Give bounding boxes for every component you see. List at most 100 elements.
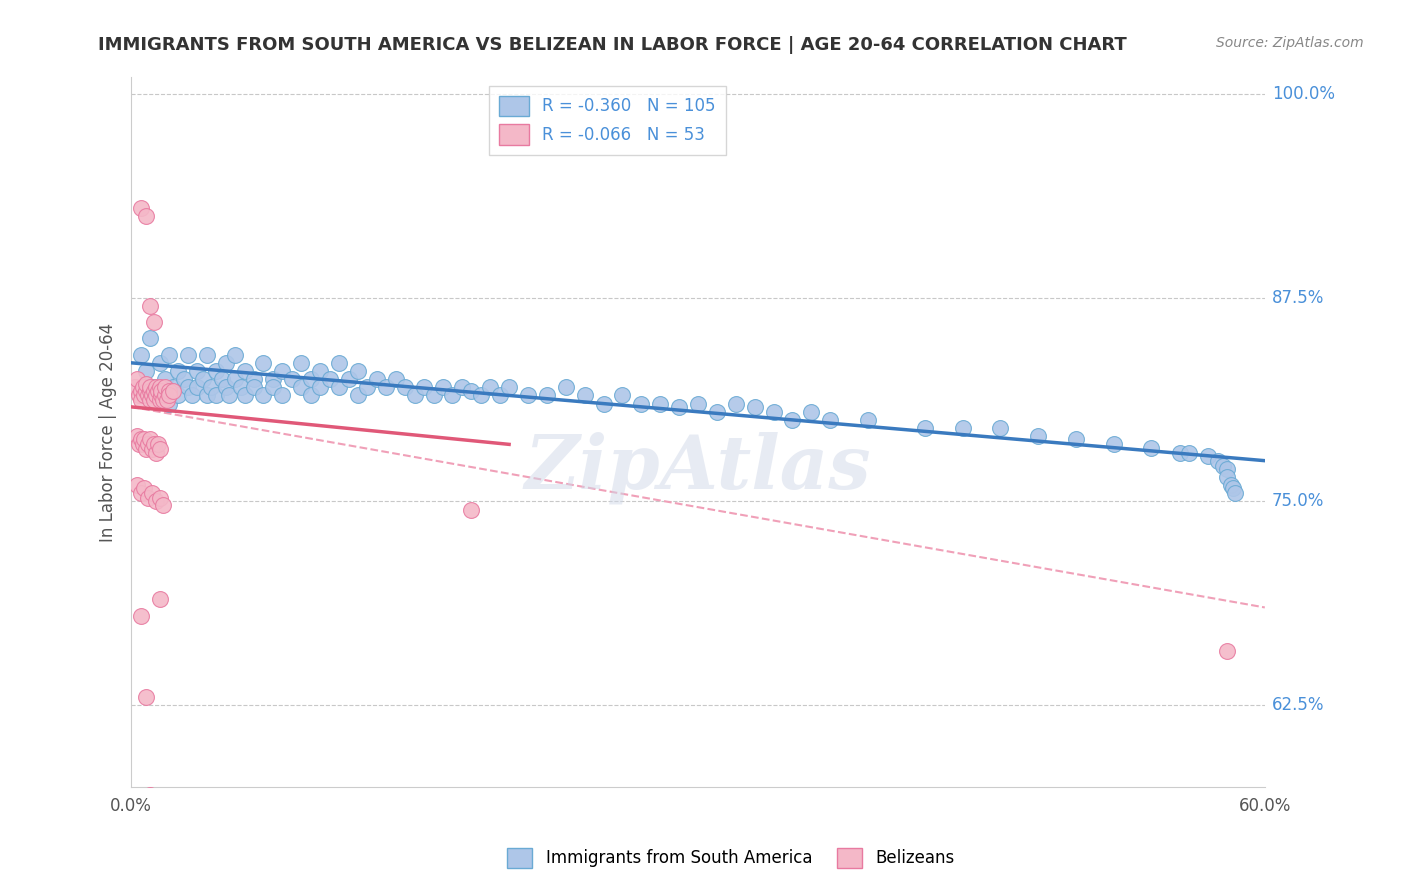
Point bbox=[146, 437, 169, 451]
Point bbox=[252, 388, 274, 402]
Point bbox=[281, 372, 304, 386]
Point bbox=[128, 437, 150, 451]
Point bbox=[299, 372, 322, 386]
Point bbox=[141, 388, 163, 402]
Point bbox=[177, 348, 200, 362]
Point bbox=[142, 315, 165, 329]
Point bbox=[243, 380, 266, 394]
Point bbox=[488, 388, 510, 402]
Point bbox=[124, 380, 146, 394]
Point bbox=[139, 433, 162, 447]
Point bbox=[152, 393, 174, 408]
Point bbox=[536, 388, 558, 402]
Point bbox=[460, 384, 482, 398]
Point bbox=[574, 388, 596, 402]
Point bbox=[252, 356, 274, 370]
Point bbox=[218, 388, 240, 402]
Point bbox=[271, 388, 294, 402]
Point bbox=[630, 396, 652, 410]
Legend: R = -0.360   N = 105, R = -0.066   N = 53: R = -0.360 N = 105, R = -0.066 N = 53 bbox=[489, 86, 725, 155]
Point bbox=[375, 380, 398, 394]
Point bbox=[150, 384, 173, 398]
Point bbox=[404, 388, 426, 402]
Point bbox=[460, 502, 482, 516]
Point bbox=[1206, 453, 1229, 467]
Point bbox=[157, 384, 180, 398]
Point bbox=[129, 348, 152, 362]
Point bbox=[135, 209, 157, 223]
Point bbox=[1026, 429, 1049, 443]
Point bbox=[337, 372, 360, 386]
Point bbox=[142, 384, 165, 398]
Point bbox=[139, 299, 162, 313]
Point bbox=[134, 388, 156, 402]
Text: 75.0%: 75.0% bbox=[1272, 492, 1324, 510]
Point bbox=[131, 437, 153, 451]
Point bbox=[149, 592, 172, 607]
Point bbox=[451, 380, 474, 394]
Point bbox=[134, 433, 156, 447]
Y-axis label: In Labor Force | Age 20-64: In Labor Force | Age 20-64 bbox=[100, 323, 117, 541]
Point bbox=[162, 380, 184, 394]
Point bbox=[211, 372, 233, 386]
Point bbox=[162, 384, 184, 398]
Point bbox=[146, 384, 169, 398]
Point bbox=[157, 348, 180, 362]
Point bbox=[1197, 449, 1219, 463]
Point bbox=[173, 372, 195, 386]
Point bbox=[129, 433, 152, 447]
Point bbox=[309, 380, 332, 394]
Point bbox=[155, 372, 177, 386]
Point bbox=[517, 388, 540, 402]
Point bbox=[167, 388, 190, 402]
Point bbox=[129, 486, 152, 500]
Point bbox=[180, 388, 202, 402]
Point bbox=[262, 380, 284, 394]
Point bbox=[229, 380, 252, 394]
Point bbox=[205, 388, 228, 402]
Point bbox=[413, 380, 436, 394]
Point bbox=[650, 396, 672, 410]
Text: ZipAtlas: ZipAtlas bbox=[524, 432, 872, 504]
Point bbox=[131, 380, 153, 394]
Point bbox=[205, 364, 228, 378]
Point bbox=[157, 388, 180, 402]
Point bbox=[1216, 470, 1239, 484]
Point bbox=[125, 372, 148, 386]
Point bbox=[668, 400, 690, 414]
Point bbox=[498, 380, 520, 394]
Point bbox=[149, 442, 172, 457]
Point bbox=[243, 372, 266, 386]
Point bbox=[224, 372, 246, 386]
Point bbox=[479, 380, 502, 394]
Point bbox=[142, 380, 165, 394]
Point bbox=[271, 364, 294, 378]
Point bbox=[135, 384, 157, 398]
Point bbox=[149, 356, 172, 370]
Point bbox=[1223, 486, 1246, 500]
Point bbox=[914, 421, 936, 435]
Point bbox=[129, 201, 152, 215]
Legend: Immigrants from South America, Belizeans: Immigrants from South America, Belizeans bbox=[501, 841, 962, 875]
Point bbox=[135, 690, 157, 705]
Point bbox=[139, 331, 162, 345]
Point bbox=[782, 413, 804, 427]
Point bbox=[422, 388, 444, 402]
Point bbox=[1212, 458, 1234, 473]
Point bbox=[186, 380, 208, 394]
Point bbox=[856, 413, 879, 427]
Point bbox=[149, 388, 172, 402]
Point bbox=[157, 396, 180, 410]
Point bbox=[394, 380, 416, 394]
Point bbox=[215, 380, 238, 394]
Point bbox=[152, 498, 174, 512]
Point bbox=[233, 364, 256, 378]
Point bbox=[309, 364, 332, 378]
Point bbox=[1140, 441, 1163, 455]
Point bbox=[1064, 433, 1087, 447]
Point bbox=[145, 380, 167, 394]
Point bbox=[136, 491, 159, 506]
Point bbox=[145, 445, 167, 459]
Point bbox=[432, 380, 454, 394]
Point bbox=[200, 380, 222, 394]
